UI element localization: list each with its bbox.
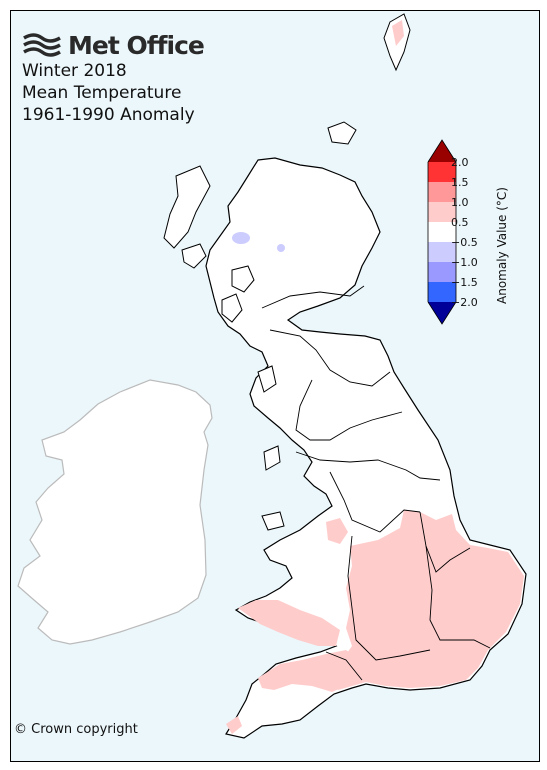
- warm-anomaly-region-south-wales: [238, 600, 340, 646]
- cool-anomaly-region-inland: [277, 244, 285, 252]
- colorbar-tick-neg1.0: −1.0: [451, 256, 478, 269]
- colorbar-bin-1.0-1.5: [428, 182, 456, 202]
- colorbar-graphic: [427, 139, 457, 325]
- colorbar-tick-neg2.0: −2.0: [451, 296, 478, 309]
- cool-anomaly-region-highlands: [232, 232, 250, 244]
- logo-wordmark: Met Office: [68, 30, 205, 60]
- map-title-block: Winter 2018 Mean Temperature 1961-1990 A…: [22, 60, 195, 126]
- anomaly-colorbar: 2.0 1.5 1.0 0.5 −0.5 −1.0 −1.5 −2.0 Anom…: [417, 132, 527, 332]
- colorbar-bin-0.5-1.0: [428, 202, 456, 222]
- colorbar-bin-neg1.5-neg2.0: [428, 282, 456, 302]
- met-office-logo-icon: [23, 33, 61, 57]
- colorbar-tick-neg1.5: −1.5: [451, 276, 478, 289]
- colorbar-tick-2.0: 2.0: [451, 156, 469, 169]
- region-boundaries: [261, 285, 491, 681]
- title-variable: Mean Temperature: [22, 83, 182, 103]
- title-baseline: 1961-1990 Anomaly: [22, 105, 195, 125]
- colorbar-title: Anomaly Value (°C): [495, 187, 509, 304]
- warm-anomaly-region-cornwall-tip: [226, 716, 242, 734]
- colorbar-bin-neg0.5-neg1.0: [428, 242, 456, 262]
- title-season: Winter 2018: [22, 61, 127, 81]
- colorbar-tick-0.5: 0.5: [451, 216, 469, 229]
- warm-anomaly-region-southeast: [330, 510, 524, 690]
- copyright-notice: © Crown copyright: [14, 722, 138, 737]
- warm-anomaly-region-mid-wales: [326, 518, 348, 544]
- colorbar-extend-low: [428, 302, 456, 324]
- colorbar-tick-1.0: 1.0: [451, 196, 469, 209]
- colorbar-tick-neg0.5: −0.5: [451, 236, 478, 249]
- warm-anomaly-region-southwest: [258, 650, 360, 692]
- ireland-landmass: [17, 379, 213, 645]
- colorbar-bin-1.5-2.0: [428, 162, 456, 182]
- colorbar-extend-high: [428, 140, 456, 162]
- scottish-islands: [163, 13, 411, 531]
- colorbar-bin-neg1.0-neg1.5: [428, 262, 456, 282]
- colorbar-bin-neutral: [428, 222, 456, 242]
- colorbar-tick-1.5: 1.5: [451, 176, 469, 189]
- shetland-warm-anomaly: [392, 20, 404, 46]
- met-office-logo: Met Office: [22, 28, 205, 62]
